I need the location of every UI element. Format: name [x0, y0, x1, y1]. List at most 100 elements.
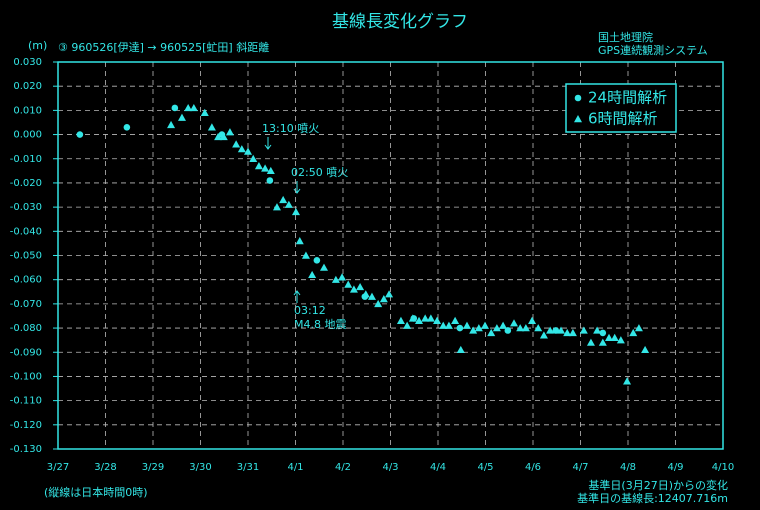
point	[344, 280, 353, 288]
point	[200, 108, 209, 116]
x-tick-label: 4/1	[287, 462, 303, 473]
point	[291, 207, 300, 216]
point	[610, 333, 619, 341]
point	[272, 203, 281, 211]
y-tick-label: -0.040	[10, 226, 42, 237]
point	[261, 164, 270, 172]
annotation: M4.8 地震	[294, 318, 346, 331]
x-tick-label: 4/6	[525, 462, 541, 473]
point	[189, 103, 198, 112]
legend-box	[565, 83, 677, 133]
point	[76, 131, 84, 138]
y-tick-label: -0.060	[10, 275, 42, 286]
y-tick-label: -0.120	[10, 420, 42, 431]
y-tick-label: -0.110	[10, 396, 42, 407]
y-tick-label: 0.030	[13, 57, 42, 68]
point	[421, 314, 430, 322]
point	[301, 251, 310, 259]
point	[629, 328, 638, 337]
point	[534, 324, 543, 332]
x-tick-label: 4/3	[382, 462, 398, 473]
point	[499, 321, 508, 329]
point	[379, 295, 388, 303]
point	[214, 132, 223, 141]
point	[284, 200, 293, 208]
point	[361, 290, 370, 298]
x-tick-label: 4/8	[620, 462, 636, 473]
point	[356, 282, 365, 291]
point	[481, 321, 490, 329]
x-tick-label: 3/28	[94, 462, 116, 473]
footnote: (縦線は日本時間0時)	[44, 485, 148, 499]
point	[456, 345, 465, 354]
y-tick-label: -0.070	[10, 299, 42, 310]
y-tick-label: -0.030	[10, 202, 42, 213]
annotation: 13:10 噴火	[262, 122, 319, 135]
point	[244, 147, 252, 155]
point	[439, 321, 448, 329]
point	[237, 145, 246, 153]
point	[266, 177, 274, 184]
point	[374, 299, 383, 308]
note: 基準日の基線長:12407.716m	[577, 491, 728, 505]
x-tick-label: 3/30	[189, 462, 211, 473]
y-tick-label: 0.000	[13, 130, 42, 141]
point	[528, 316, 537, 325]
point	[616, 336, 625, 344]
annotation-arrows	[264, 137, 301, 303]
point	[171, 104, 179, 112]
annotation: 03:12	[294, 304, 326, 317]
y-tick-label: -0.010	[10, 154, 42, 165]
point	[207, 123, 216, 131]
point	[295, 236, 304, 245]
point	[367, 292, 376, 300]
point	[396, 316, 405, 325]
point	[219, 132, 228, 141]
x-tick-label: 4/2	[335, 462, 351, 473]
legend-label: 6時間解析	[588, 110, 658, 128]
point	[605, 333, 613, 341]
point	[641, 345, 650, 354]
point	[487, 328, 496, 337]
point	[426, 314, 435, 322]
source: 国土地理院	[598, 30, 653, 44]
x-tick-label: 4/4	[430, 462, 446, 473]
legend-label: 24時間解析	[588, 89, 667, 107]
point	[225, 128, 234, 136]
point	[474, 324, 483, 332]
point	[254, 162, 263, 170]
x-tick-label: 4/7	[572, 462, 588, 473]
point	[249, 154, 258, 162]
legend-marker	[574, 115, 582, 123]
point	[521, 324, 530, 332]
point	[232, 140, 241, 148]
x-tick-label: 4/9	[667, 462, 683, 473]
y-tick-label: -0.090	[10, 347, 42, 358]
point	[593, 326, 602, 334]
x-tick-label: 3/29	[142, 462, 164, 473]
point	[313, 257, 321, 264]
y-tick-label: -0.050	[10, 251, 42, 262]
point	[177, 113, 186, 121]
y-axis-label: (m)	[28, 39, 47, 52]
point	[184, 103, 193, 112]
point	[415, 316, 423, 325]
point	[552, 327, 560, 334]
point	[598, 338, 607, 346]
point	[451, 316, 460, 325]
point	[331, 275, 340, 283]
annotation: 02:50 噴火	[291, 166, 348, 179]
point	[469, 326, 478, 334]
x-tick-label: 4/5	[477, 462, 493, 473]
point	[557, 326, 566, 334]
point	[167, 120, 176, 129]
chart-title: 基線長変化グラフ	[332, 12, 468, 32]
point	[408, 314, 417, 322]
source: GPS連続観測システム	[598, 43, 708, 57]
y-tick-label: -0.100	[10, 371, 42, 382]
point	[563, 328, 572, 337]
point	[338, 273, 347, 281]
point	[444, 321, 453, 329]
point	[385, 290, 394, 298]
